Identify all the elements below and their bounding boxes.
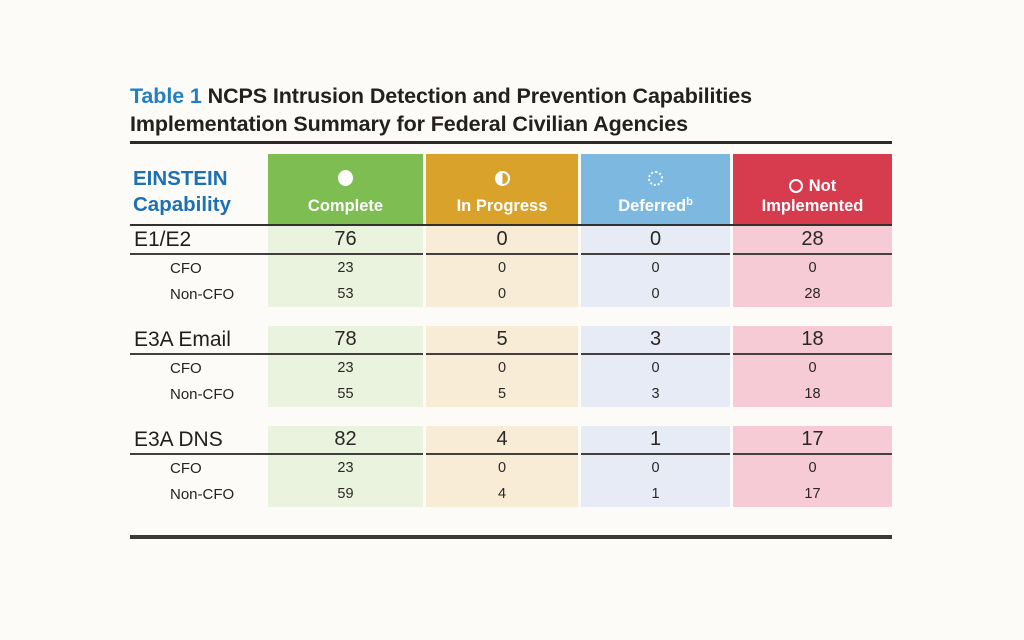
capability-header-line1: EINSTEIN (133, 167, 228, 190)
cell-dns-noncfo-deferred: 1 (581, 481, 730, 507)
row-label-e3a-dns: E3A DNS (130, 426, 268, 455)
column-header-in-progress-label: In Progress (456, 197, 548, 215)
cell-e1e2-cfo-in-progress: 0 (426, 255, 578, 281)
cell-e1e2-deferred: 0 (581, 226, 730, 255)
row-label-dns-noncfo: Non-CFO (170, 485, 235, 503)
cell-dns-in-progress: 4 (426, 426, 578, 455)
cell-dns-deferred: 1 (581, 426, 730, 455)
cell-email-not-implemented: 18 (733, 326, 892, 355)
section-e3a-email: E3A Email 78 5 3 18 CFO 23 0 0 0 Non-CFO… (130, 326, 892, 407)
row-label-e1e2-cfo: CFO (170, 259, 202, 277)
cell-e1e2-cfo-complete: 23 (268, 255, 423, 281)
cell-e1e2-noncfo-not-implemented: 28 (733, 281, 892, 307)
filled-circle-icon (338, 168, 353, 188)
row-label-dns-cfo: CFO (170, 459, 202, 477)
cell-email-noncfo-complete: 55 (268, 381, 423, 407)
cell-e1e2-noncfo-in-progress: 0 (426, 281, 578, 307)
empty-circle-icon (788, 179, 803, 193)
cell-e1e2-in-progress: 0 (426, 226, 578, 255)
row-label-e3a-email: E3A Email (130, 326, 268, 355)
cell-email-cfo-not-implemented: 0 (733, 355, 892, 381)
table-title: Table 1 NCPS Intrusion Detection and Pre… (130, 82, 780, 138)
row-label-email-cfo: CFO (170, 359, 202, 377)
cell-email-in-progress: 5 (426, 326, 578, 355)
cell-e1e2-cfo-deferred: 0 (581, 255, 730, 281)
cell-e1e2-not-implemented: 28 (733, 226, 892, 255)
cell-dns-complete: 82 (268, 426, 423, 455)
column-header-complete: Complete (268, 154, 423, 224)
header-bottom-rule (130, 224, 892, 226)
cell-dns-cfo-complete: 23 (268, 455, 423, 481)
cell-email-deferred: 3 (581, 326, 730, 355)
half-filled-circle-icon (494, 168, 510, 188)
column-header-deferred-label: Deferredb (618, 196, 693, 216)
table-top-rule (130, 141, 892, 144)
cell-email-noncfo-deferred: 3 (581, 381, 730, 407)
section-gap (130, 307, 892, 326)
section-e3a-dns: E3A DNS 82 4 1 17 CFO 23 0 0 0 Non-CFO 5… (130, 426, 892, 507)
cell-email-noncfo-in-progress: 5 (426, 381, 578, 407)
cell-e1e2-noncfo-deferred: 0 (581, 281, 730, 307)
row-label-email-noncfo: Non-CFO (170, 385, 235, 403)
table-bottom-rule (130, 535, 892, 539)
capability-column-header: EINSTEIN Capability (130, 154, 268, 224)
cell-dns-cfo-not-implemented: 0 (733, 455, 892, 481)
cell-dns-cfo-deferred: 0 (581, 455, 730, 481)
cell-email-cfo-in-progress: 0 (426, 355, 578, 381)
row-label-e1-e2: E1/E2 (130, 226, 268, 255)
cell-email-cfo-complete: 23 (268, 355, 423, 381)
column-header-not-implemented: Not Implemented (733, 154, 892, 224)
cell-dns-not-implemented: 17 (733, 426, 892, 455)
row-label-e1e2-noncfo: Non-CFO (170, 285, 235, 303)
cell-dns-noncfo-not-implemented: 17 (733, 481, 892, 507)
deferred-footnote-marker: b (686, 196, 693, 208)
cell-email-cfo-deferred: 0 (581, 355, 730, 381)
cell-e1e2-cfo-not-implemented: 0 (733, 255, 892, 281)
cell-e1e2-noncfo-complete: 53 (268, 281, 423, 307)
column-header-in-progress: In Progress (426, 154, 578, 224)
table-number-label: Table 1 (130, 84, 202, 108)
column-header-complete-label: Complete (307, 197, 384, 215)
cell-email-complete: 78 (268, 326, 423, 355)
capability-header-line2: Capability (133, 193, 231, 216)
table-header-row: EINSTEIN Capability Complete In Progress… (130, 154, 892, 224)
column-header-not-label: Not (808, 177, 837, 195)
cell-email-noncfo-not-implemented: 18 (733, 381, 892, 407)
section-e1-e2: E1/E2 76 0 0 28 CFO 23 0 0 0 Non-CFO 53 … (130, 226, 892, 307)
table-title-text: NCPS Intrusion Detection and Prevention … (130, 84, 753, 136)
table-figure: Table 1 NCPS Intrusion Detection and Pre… (130, 82, 892, 539)
cell-dns-noncfo-complete: 59 (268, 481, 423, 507)
cell-dns-cfo-in-progress: 0 (426, 455, 578, 481)
section-gap (130, 407, 892, 426)
column-header-implemented-label: Implemented (761, 197, 864, 215)
column-header-deferred: Deferredb (581, 154, 730, 224)
cell-e1e2-complete: 76 (268, 226, 423, 255)
cell-dns-noncfo-in-progress: 4 (426, 481, 578, 507)
dotted-circle-icon (648, 168, 663, 188)
